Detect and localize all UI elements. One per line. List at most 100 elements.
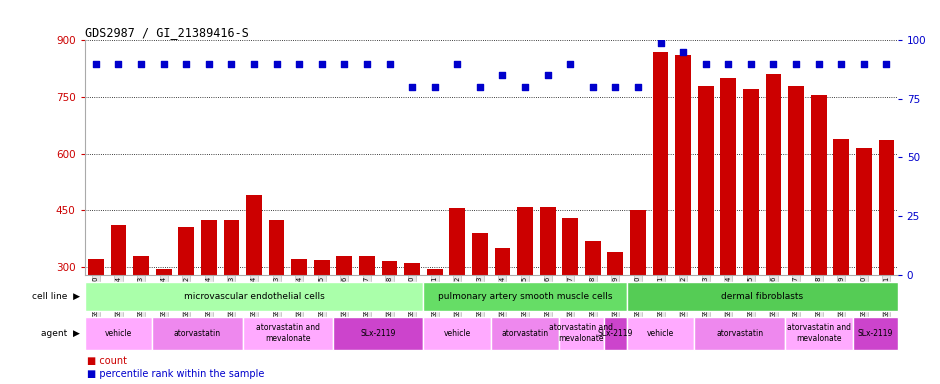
Point (766, 61, 781, 67)
Point (111, 61, 126, 67)
Point (608, 84, 623, 90)
Bar (765, 74, 781, 380)
Point (427, 84, 442, 90)
Text: vehicle: vehicle (444, 329, 471, 338)
Point (88, 61, 103, 67)
Bar (133, 256, 149, 380)
Point (246, 61, 261, 67)
Point (269, 61, 284, 67)
Bar (359, 256, 375, 380)
Bar (201, 220, 217, 380)
Text: pulmonary artery smooth muscle cells: pulmonary artery smooth muscle cells (438, 292, 612, 301)
Point (201, 61, 216, 67)
Bar (604, 317, 627, 349)
Bar (179, 227, 195, 380)
Text: ■ count: ■ count (87, 356, 128, 366)
Bar (152, 317, 243, 349)
Point (179, 61, 194, 67)
Bar (743, 89, 759, 380)
Point (404, 84, 419, 90)
Bar (224, 220, 240, 380)
Bar (337, 256, 352, 380)
Point (698, 61, 713, 67)
Point (156, 61, 171, 67)
Text: SLx-2119: SLx-2119 (598, 329, 633, 338)
Bar (810, 95, 826, 380)
Bar (675, 55, 691, 380)
Point (337, 61, 352, 67)
Point (586, 84, 601, 90)
Bar (246, 195, 262, 380)
Text: ■ percentile rank within the sample: ■ percentile rank within the sample (87, 369, 265, 379)
Point (314, 61, 329, 67)
Bar (879, 141, 894, 380)
Bar (314, 260, 330, 380)
Text: vehicle: vehicle (105, 329, 133, 338)
Point (291, 61, 306, 67)
Text: GDS2987 / GI_21389416-S: GDS2987 / GI_21389416-S (85, 26, 248, 39)
Bar (834, 139, 849, 380)
Point (879, 61, 894, 67)
Point (518, 84, 533, 90)
Bar (562, 218, 578, 380)
Bar (404, 263, 420, 380)
Bar (291, 260, 307, 380)
Text: atorvastatin and
mevalonate: atorvastatin and mevalonate (550, 323, 614, 343)
Bar (630, 210, 646, 380)
Bar (333, 317, 423, 349)
Bar (269, 220, 285, 380)
Bar (720, 78, 736, 380)
Text: atorvastatin and
mevalonate: atorvastatin and mevalonate (256, 323, 320, 343)
Bar (494, 248, 510, 380)
Text: cell line  ▶: cell line ▶ (32, 292, 80, 301)
Bar (449, 209, 465, 380)
Point (856, 61, 871, 67)
Text: atorvastatin and
mevalonate: atorvastatin and mevalonate (787, 323, 851, 343)
Bar (788, 86, 804, 380)
Bar (423, 317, 491, 349)
Point (540, 73, 556, 79)
Bar (243, 317, 333, 349)
Bar (427, 269, 443, 380)
Bar (491, 317, 559, 349)
Point (631, 84, 646, 90)
Point (495, 73, 510, 79)
Text: atorvastatin: atorvastatin (174, 329, 221, 338)
Bar (856, 148, 871, 380)
Bar (85, 317, 152, 349)
Bar (423, 282, 627, 311)
Point (224, 61, 239, 67)
Point (359, 61, 374, 67)
Point (721, 61, 736, 67)
Point (744, 61, 759, 67)
Point (133, 61, 149, 67)
Text: SLx-2119: SLx-2119 (857, 329, 893, 338)
Bar (785, 317, 853, 349)
Bar (697, 86, 713, 380)
Point (382, 61, 397, 67)
Text: agent  ▶: agent ▶ (41, 329, 80, 338)
Bar (652, 52, 668, 380)
Point (563, 61, 578, 67)
Bar (156, 269, 172, 380)
Bar (585, 240, 601, 380)
Point (653, 40, 668, 46)
Bar (607, 252, 623, 380)
Point (449, 61, 464, 67)
Bar (695, 317, 785, 349)
Text: SLx-2119: SLx-2119 (361, 329, 396, 338)
Point (834, 61, 849, 67)
Bar (853, 317, 898, 349)
Bar (85, 282, 423, 311)
Text: atorvastatin: atorvastatin (501, 329, 549, 338)
Bar (627, 282, 898, 311)
Point (811, 61, 826, 67)
Point (676, 49, 691, 55)
Bar (627, 317, 695, 349)
Point (472, 84, 487, 90)
Bar (517, 207, 533, 380)
Bar (111, 225, 126, 380)
Text: vehicle: vehicle (647, 329, 674, 338)
Text: dermal fibroblasts: dermal fibroblasts (721, 292, 804, 301)
Point (789, 61, 804, 67)
